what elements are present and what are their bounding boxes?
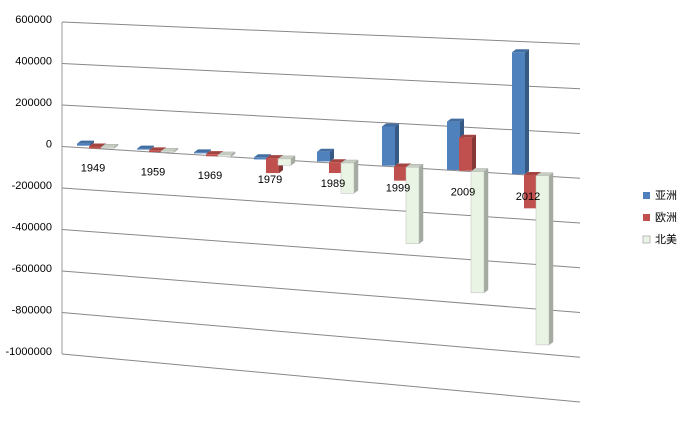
- x-tick-label: 1949: [81, 162, 105, 174]
- bar: [254, 157, 267, 160]
- bar-side: [525, 49, 529, 175]
- y-tick-label: -1000000: [6, 346, 53, 358]
- grid-line: [61, 312, 581, 358]
- y-tick-label: -200000: [12, 180, 52, 192]
- y-tick-label: -600000: [12, 263, 52, 275]
- bar: [382, 126, 395, 166]
- bar-side: [483, 168, 489, 294]
- legend-swatch: [643, 192, 650, 199]
- bar-top: [394, 163, 411, 167]
- bar-top: [317, 148, 334, 152]
- bar-top: [524, 172, 541, 176]
- bar-top: [382, 123, 399, 127]
- bar-side: [90, 140, 94, 146]
- y-tick-label: 600000: [15, 14, 52, 26]
- bar: [470, 171, 485, 294]
- bar: [405, 167, 420, 244]
- y-tick-label: 400000: [15, 55, 52, 67]
- legend-label: 欧洲: [655, 211, 677, 224]
- bar-side: [418, 163, 424, 245]
- grid-line: [61, 63, 581, 90]
- bar: [535, 175, 550, 346]
- bar-top: [137, 145, 154, 149]
- bar: [447, 121, 460, 170]
- bar-top: [89, 143, 106, 147]
- x-tick-label: 1959: [141, 166, 165, 178]
- bar-top: [206, 151, 223, 155]
- bar-side: [150, 145, 154, 150]
- x-tick-label: 2012: [516, 191, 540, 203]
- bar-top: [329, 159, 346, 163]
- bar: [524, 175, 537, 209]
- bar-top: [447, 118, 464, 122]
- x-tick-label: 1989: [321, 178, 345, 190]
- bar-side: [330, 148, 334, 162]
- bar: [160, 150, 175, 153]
- legend-swatch: [643, 214, 650, 221]
- bar-top: [254, 154, 271, 158]
- bar: [194, 152, 207, 154]
- bar: [206, 154, 219, 157]
- bar-side: [472, 134, 476, 171]
- grid-line: [61, 353, 581, 403]
- bar-top: [459, 134, 476, 138]
- y-tick-label: -400000: [12, 221, 52, 233]
- bar: [277, 158, 292, 166]
- bar: [394, 166, 407, 181]
- y-tick-label: -800000: [12, 304, 52, 316]
- legend-label: 北美: [655, 233, 677, 246]
- grid-line: [61, 146, 581, 179]
- grid-line: [61, 187, 581, 224]
- bar-side: [207, 149, 211, 154]
- bar-side: [353, 159, 359, 194]
- grid-line: [61, 229, 581, 269]
- bar: [512, 52, 525, 175]
- bar-top: [149, 147, 166, 151]
- bar: [217, 154, 232, 157]
- grid-line: [61, 270, 581, 313]
- bar: [459, 137, 472, 171]
- bar: [137, 148, 150, 150]
- bar: [100, 147, 115, 149]
- x-tick-label: 2009: [451, 187, 475, 199]
- grid-line: [61, 21, 581, 45]
- y-tick-label: 0: [46, 138, 52, 150]
- bar: [89, 146, 102, 149]
- bar-side: [548, 172, 554, 346]
- bar-side: [395, 123, 399, 166]
- bar: [149, 150, 162, 153]
- bar: [317, 151, 330, 162]
- bar: [266, 158, 279, 174]
- bar-top: [266, 155, 283, 159]
- bar-top: [77, 140, 94, 144]
- bar: [77, 143, 90, 146]
- bar-top: [194, 149, 211, 153]
- legend-label: 亚洲: [655, 190, 677, 202]
- legend-swatch: [642, 235, 651, 244]
- x-tick-label: 1969: [198, 170, 222, 182]
- x-tick-label: 1999: [386, 182, 410, 194]
- grid-line: [61, 104, 581, 134]
- bar: [340, 162, 355, 194]
- x-tick-label: 1979: [258, 174, 282, 186]
- bar: [329, 162, 342, 174]
- bar-top: [512, 49, 529, 53]
- y-tick-label: 200000: [15, 97, 52, 109]
